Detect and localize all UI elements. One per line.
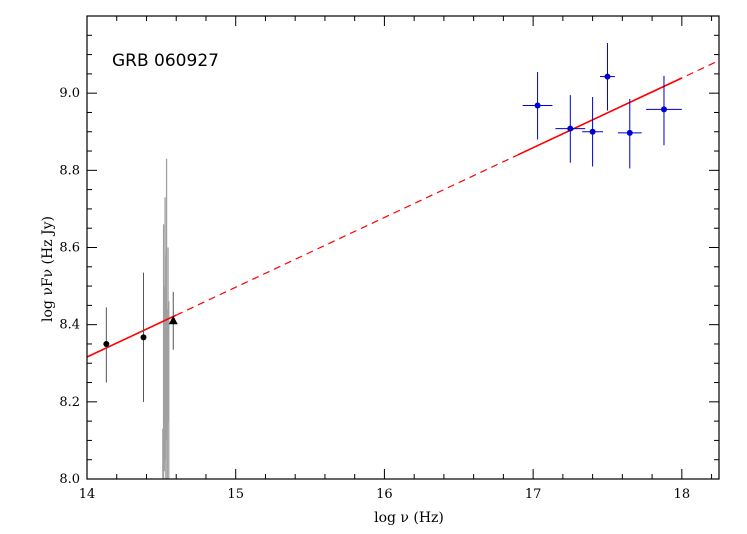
axis-ticks: 14 15 16 17 18 8.0 8.2 8.4 8.6 8.8 9.0 — [59, 16, 719, 502]
x-tick-label: 16 — [376, 487, 393, 502]
fit-solid-line — [517, 77, 683, 156]
chart-title: GRB 060927 — [112, 51, 219, 71]
data-point — [534, 102, 541, 109]
plot-frame — [86, 15, 720, 480]
y-tick-label: 9.0 — [59, 86, 80, 101]
x-axis-label: log ν (Hz) — [374, 510, 444, 526]
data-point-triangle — [168, 315, 178, 325]
y-tick-label: 8.0 — [59, 472, 80, 487]
y-tick-label: 8.8 — [59, 163, 80, 178]
fit-dashed-line — [175, 59, 720, 316]
y-tick-label: 8.4 — [59, 318, 80, 333]
y-tick-label: 8.2 — [59, 395, 80, 410]
x-tick-label: 15 — [227, 487, 244, 502]
y-axis-label: log νFν (Hz Jy) — [40, 216, 56, 322]
data-point — [604, 73, 611, 80]
x-tick-label: 18 — [674, 487, 691, 502]
x-tick-label: 17 — [525, 487, 542, 502]
fit-solid-line — [86, 314, 177, 358]
data-point — [660, 106, 667, 113]
powerlaw-fit — [86, 59, 720, 358]
x-tick-label: 14 — [79, 487, 96, 502]
data-points — [103, 43, 682, 402]
data-point — [140, 334, 147, 341]
data-point — [589, 128, 596, 135]
optical-spectrum — [162, 158, 170, 479]
y-tick-label: 8.6 — [59, 241, 80, 256]
data-point — [567, 125, 574, 132]
data-point — [103, 340, 110, 347]
data-point — [626, 129, 633, 136]
